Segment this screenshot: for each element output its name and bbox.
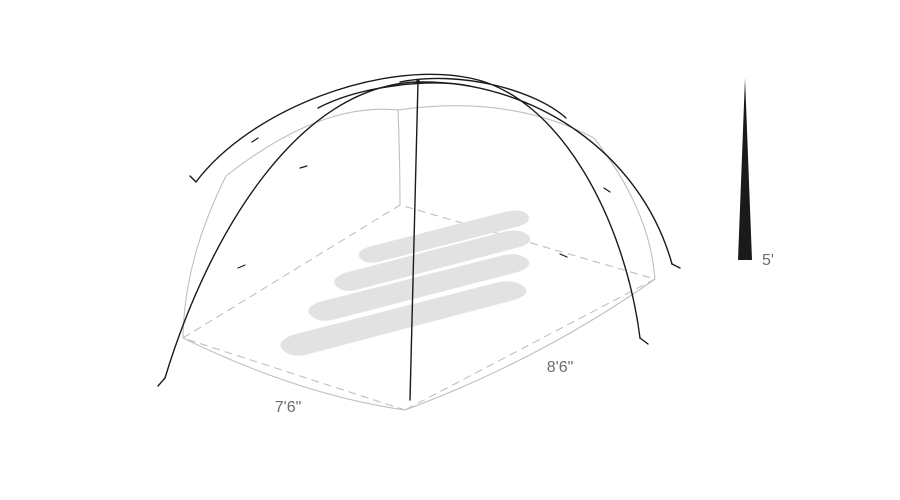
dim-length: 8'6" <box>547 359 574 376</box>
tent-diagram: 7'6" 8'6" 5' <box>0 0 900 500</box>
pole-a <box>165 82 672 378</box>
dim-height: 5' <box>762 252 774 269</box>
ridge-brow-right <box>400 78 566 118</box>
dim-width: 7'6" <box>275 399 302 416</box>
pole-b <box>196 74 640 338</box>
sleeping-pads <box>280 210 530 355</box>
height-indicator <box>738 78 752 260</box>
